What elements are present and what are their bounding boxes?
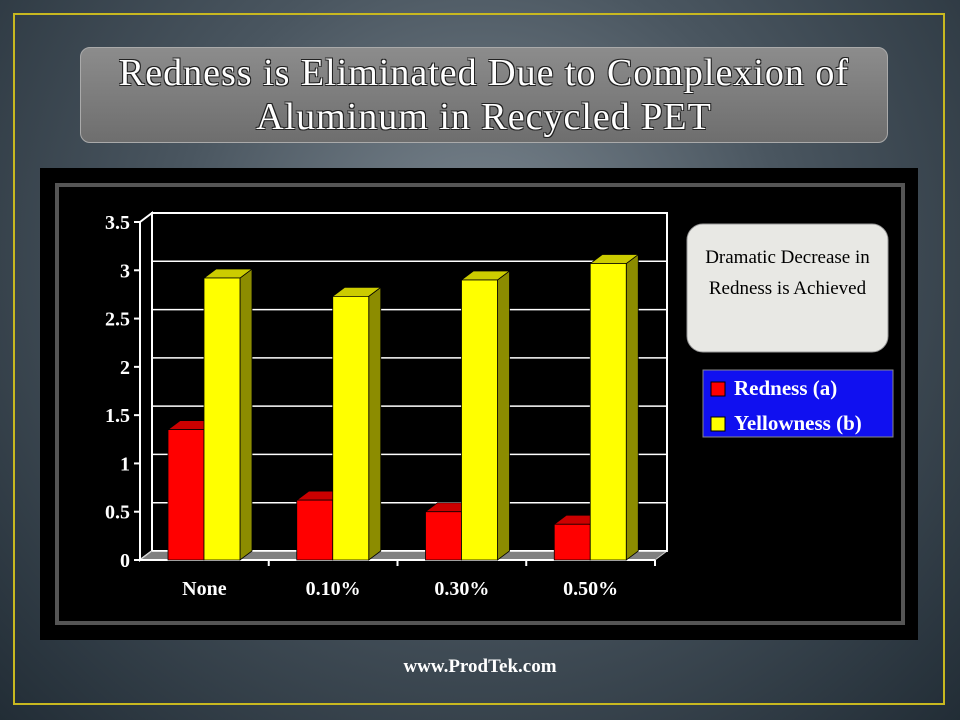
bar	[202, 268, 254, 561]
bar-front	[553, 523, 591, 561]
y-tick-label: 1	[120, 453, 130, 475]
legend-box	[702, 369, 894, 438]
y-tick-label: 3.5	[105, 212, 130, 234]
bar-side	[368, 286, 382, 561]
legend-swatch	[710, 381, 726, 397]
bar-front	[296, 499, 334, 561]
footer: www.ProdTek.com	[403, 656, 557, 677]
y-tick-label: 2.5	[105, 309, 130, 331]
x-tick-label: 0.30%	[434, 578, 489, 600]
side-wall	[139, 211, 153, 562]
slide-frame	[13, 13, 945, 705]
bar-front	[589, 263, 627, 561]
chart-title: Redness is Eliminated Due to Complexion …	[118, 52, 850, 138]
annotation-box	[686, 223, 889, 353]
chart-inner-frame	[55, 183, 905, 625]
annotation-holder: Dramatic Decrease in Redness is Achieved	[705, 247, 870, 299]
bar-side	[625, 253, 639, 561]
x-tick-label: None	[182, 578, 227, 600]
x-tick-label: 0.50%	[563, 578, 618, 600]
y-tick-label: 2	[120, 357, 130, 379]
x-tick-label: 0.10%	[306, 578, 361, 600]
bar-front	[203, 277, 241, 561]
y-tick-label: 0	[120, 550, 130, 572]
bar	[460, 270, 511, 561]
bar	[331, 286, 382, 561]
bar-front	[425, 511, 462, 561]
annotation: Dramatic Decrease in Redness is Achieved	[705, 247, 870, 299]
legend-label: Redness (a)	[734, 376, 837, 400]
y-tick-label: 1.5	[105, 405, 130, 427]
bar-front	[167, 429, 205, 561]
bar	[589, 253, 640, 561]
y-tick-label: 3	[120, 260, 130, 282]
bar-side	[239, 268, 253, 561]
y-tick-label: 0.5	[105, 502, 130, 524]
bar-front	[461, 279, 498, 561]
legend-label: Yellowness (b)	[734, 411, 862, 435]
bar-side	[497, 270, 510, 561]
title-box: Redness is Eliminated Due to Complexion …	[80, 47, 888, 143]
bar-front	[332, 295, 370, 561]
legend-swatch	[710, 416, 726, 432]
